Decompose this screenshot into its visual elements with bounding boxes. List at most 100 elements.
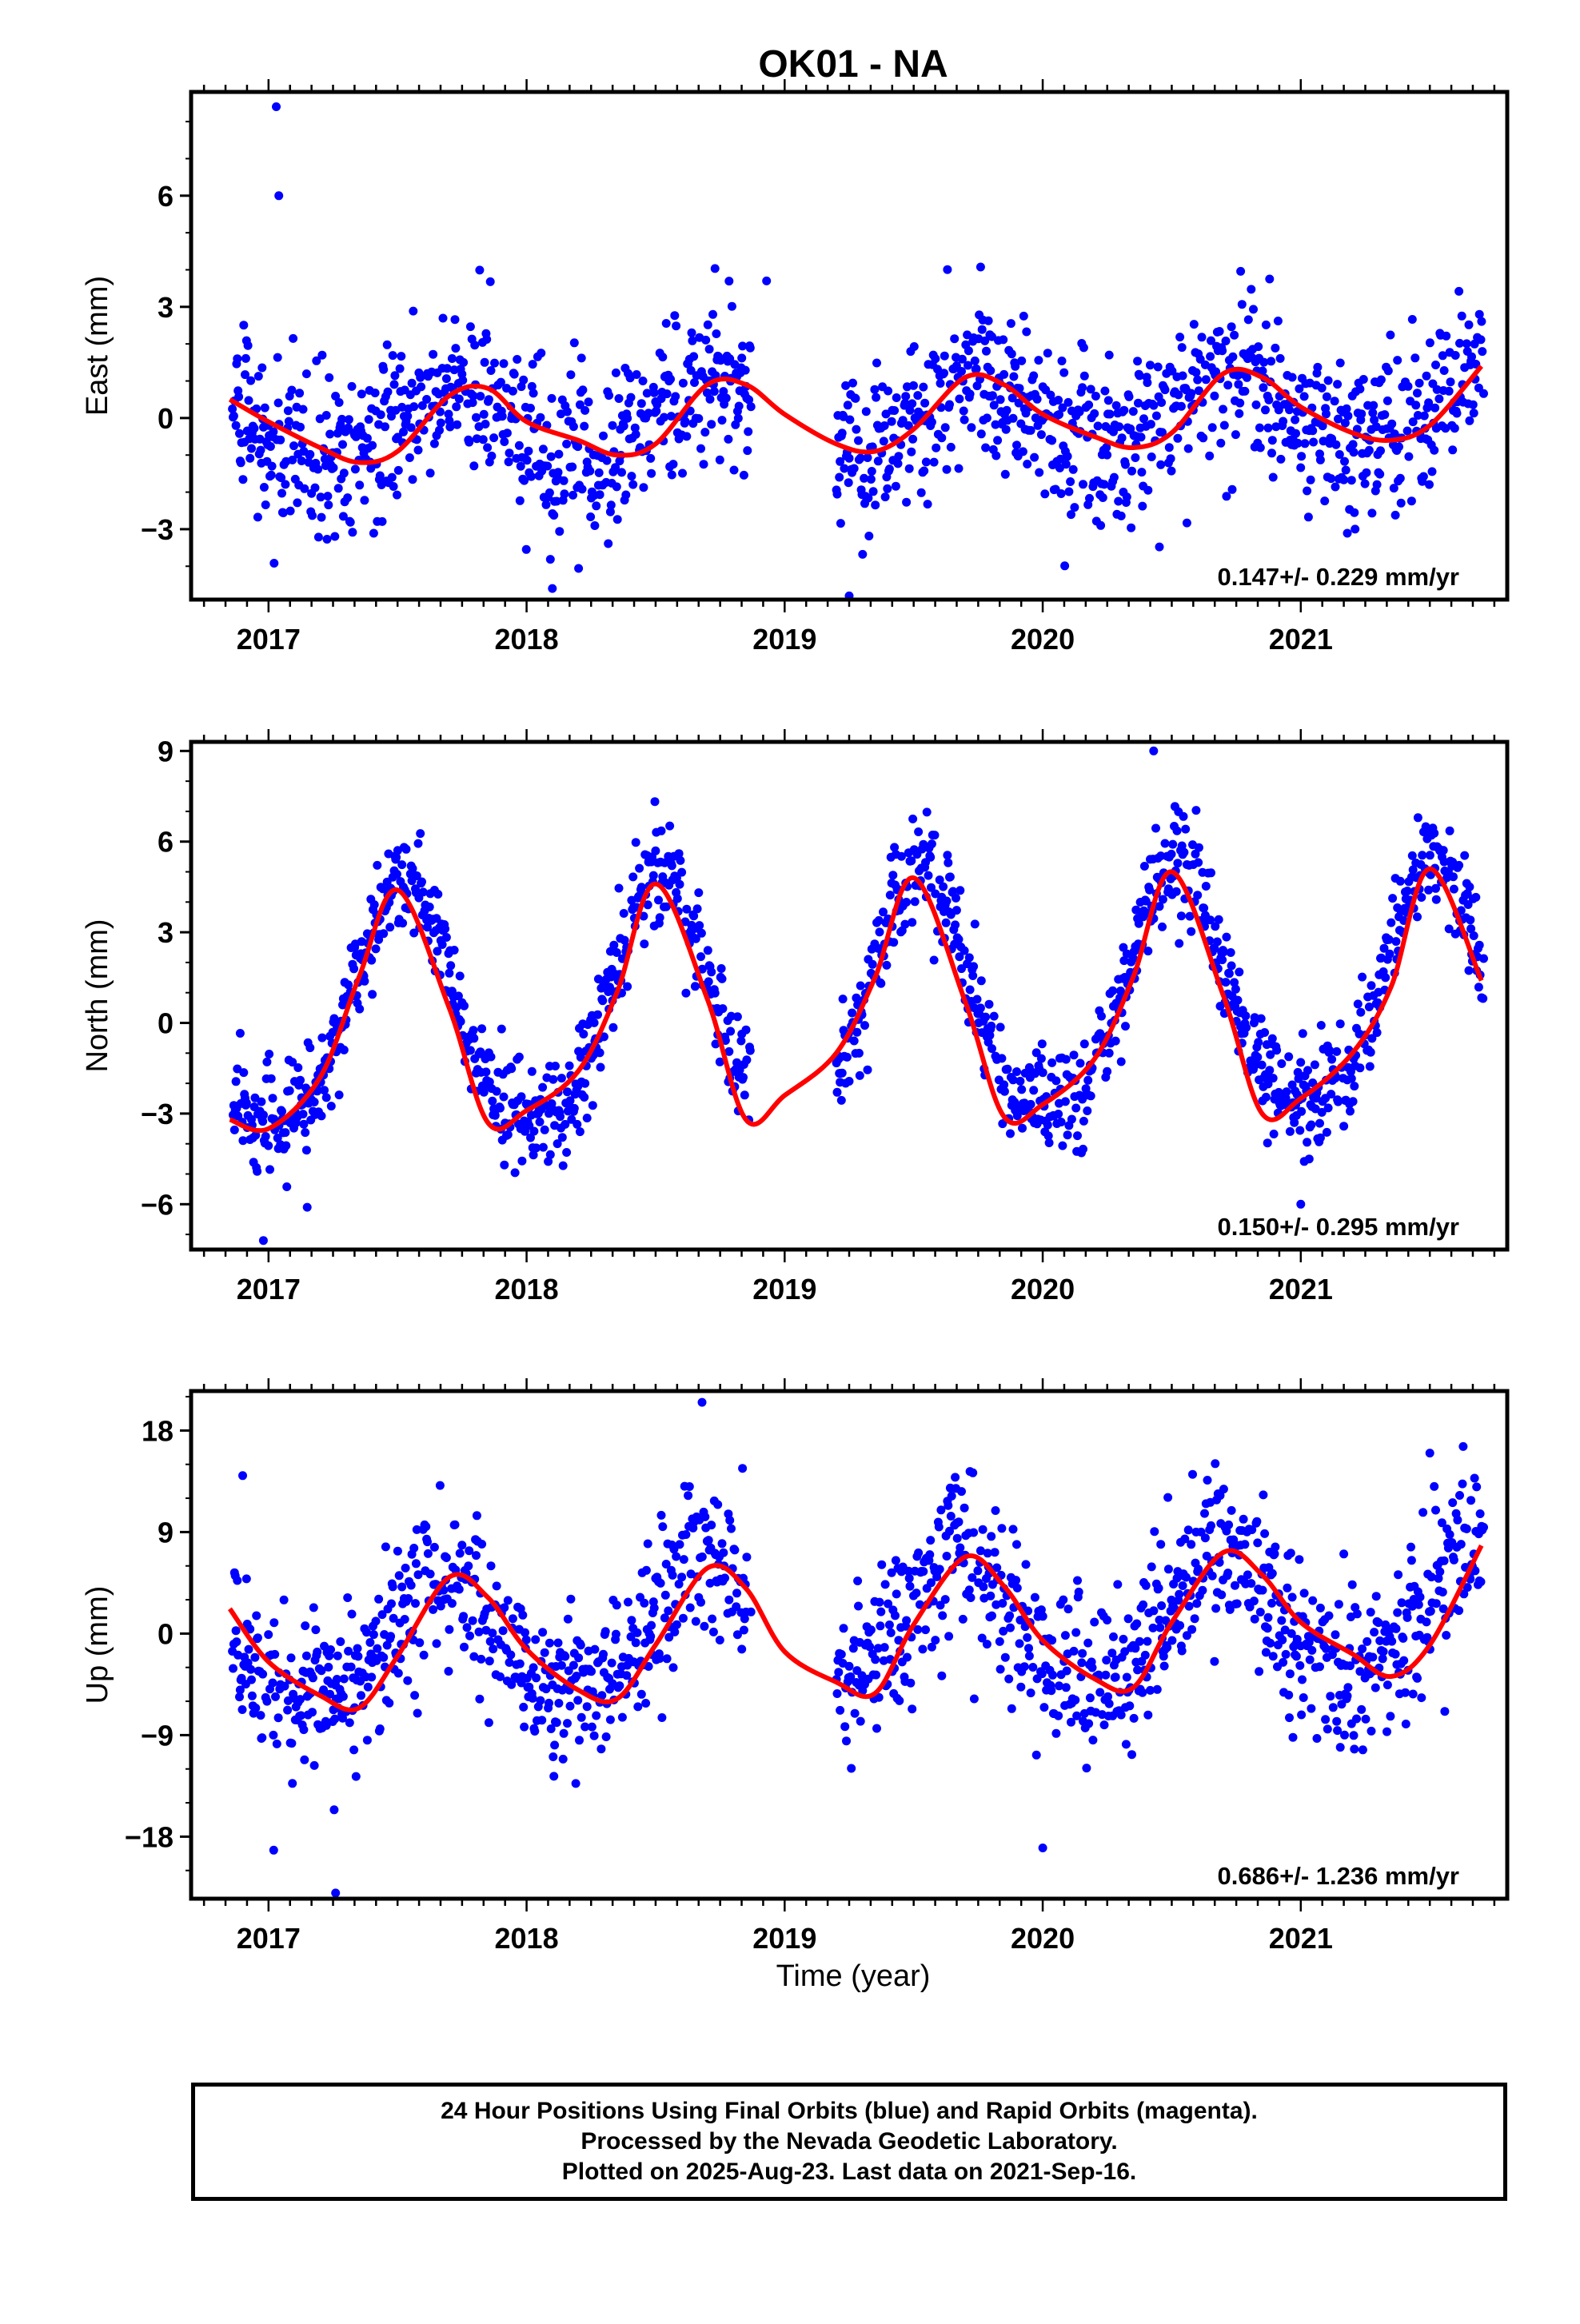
north-point xyxy=(598,996,608,1006)
north-point xyxy=(1103,1066,1112,1076)
east-point xyxy=(1383,366,1393,376)
east-point xyxy=(569,338,579,348)
up-point xyxy=(966,1593,976,1602)
north-point xyxy=(1167,849,1176,859)
east-point xyxy=(549,511,559,520)
up-point xyxy=(1278,1635,1287,1644)
up-point xyxy=(969,1528,979,1537)
up-point xyxy=(508,1614,517,1624)
up-ytick-label: −18 xyxy=(125,1820,174,1853)
east-point xyxy=(281,480,290,489)
up-point xyxy=(489,1644,498,1654)
east-point xyxy=(370,389,380,397)
north-point xyxy=(1315,1118,1324,1128)
east-point xyxy=(1419,411,1429,421)
up-point xyxy=(872,1724,881,1733)
up-point xyxy=(644,1662,653,1671)
north-point xyxy=(681,988,691,998)
north-point xyxy=(334,1090,344,1100)
up-point xyxy=(469,1652,479,1661)
north-point xyxy=(1108,986,1118,995)
east-point xyxy=(1258,366,1267,376)
east-point xyxy=(269,559,279,568)
up-point xyxy=(1299,1589,1309,1598)
north-point xyxy=(929,955,939,965)
east-point xyxy=(1109,427,1118,436)
north-point xyxy=(1379,943,1389,953)
east-point xyxy=(1147,452,1156,461)
north-point xyxy=(1323,1103,1333,1113)
east-point xyxy=(528,360,537,369)
up-ytick-label: 9 xyxy=(158,1516,174,1549)
up-point xyxy=(515,1659,525,1668)
up-point xyxy=(874,1692,884,1702)
up-point xyxy=(1382,1727,1391,1736)
up-point xyxy=(245,1624,255,1634)
east-point xyxy=(1303,486,1312,496)
east-point xyxy=(1454,286,1464,296)
east-point xyxy=(554,449,564,459)
east-point xyxy=(355,480,365,490)
east-point xyxy=(1320,496,1330,506)
east-point xyxy=(295,389,305,398)
north-point xyxy=(1003,1064,1012,1074)
east-point xyxy=(970,356,980,365)
north-point xyxy=(1295,1126,1305,1135)
east-point xyxy=(1462,339,1471,349)
east-point xyxy=(1126,424,1135,433)
east-point xyxy=(605,507,615,516)
east-point xyxy=(1331,482,1340,492)
north-point xyxy=(257,1097,266,1106)
north-point xyxy=(557,1074,566,1083)
up-point xyxy=(1442,1631,1451,1640)
east-point xyxy=(841,381,851,390)
up-point xyxy=(397,1582,407,1592)
east-point xyxy=(1057,357,1067,365)
up-point xyxy=(1127,1750,1136,1760)
up-point xyxy=(836,1705,845,1715)
east-point xyxy=(1300,439,1310,448)
up-point xyxy=(1355,1667,1365,1676)
north-point xyxy=(1058,1141,1067,1150)
east-point xyxy=(1058,403,1067,413)
up-point xyxy=(531,1635,541,1644)
up-point xyxy=(273,1713,283,1723)
north-point xyxy=(599,1032,608,1042)
east-point xyxy=(451,344,461,353)
east-point xyxy=(1267,448,1276,458)
east-point xyxy=(284,417,293,426)
up-point xyxy=(550,1740,560,1750)
up-point xyxy=(1260,1529,1270,1538)
east-point xyxy=(1167,466,1176,476)
north-point xyxy=(1122,949,1131,959)
east-point xyxy=(884,464,894,474)
north-point xyxy=(437,940,447,949)
up-point xyxy=(592,1711,601,1720)
east-point xyxy=(1431,361,1440,369)
up-point xyxy=(891,1556,900,1565)
east-point xyxy=(879,436,888,446)
up-point xyxy=(679,1555,688,1565)
north-point xyxy=(1179,811,1188,821)
east-point xyxy=(1160,385,1170,395)
east-point xyxy=(848,378,857,388)
east-point xyxy=(351,432,361,441)
east-point xyxy=(991,451,1001,460)
up-point xyxy=(1438,1588,1447,1597)
up-point xyxy=(986,1591,995,1600)
east-point xyxy=(678,468,687,478)
up-point xyxy=(1413,1673,1422,1683)
up-point xyxy=(235,1685,245,1695)
north-point xyxy=(433,890,443,899)
east-point xyxy=(642,389,652,398)
up-point xyxy=(968,1573,977,1582)
east-point xyxy=(923,500,932,509)
east-point xyxy=(482,335,492,344)
north-point xyxy=(1043,1131,1053,1141)
north-point xyxy=(445,968,454,978)
north-point xyxy=(1284,1052,1294,1062)
north-point xyxy=(385,923,395,932)
north-point xyxy=(739,1073,748,1082)
up-point xyxy=(1437,1518,1446,1528)
up-point xyxy=(685,1603,695,1612)
